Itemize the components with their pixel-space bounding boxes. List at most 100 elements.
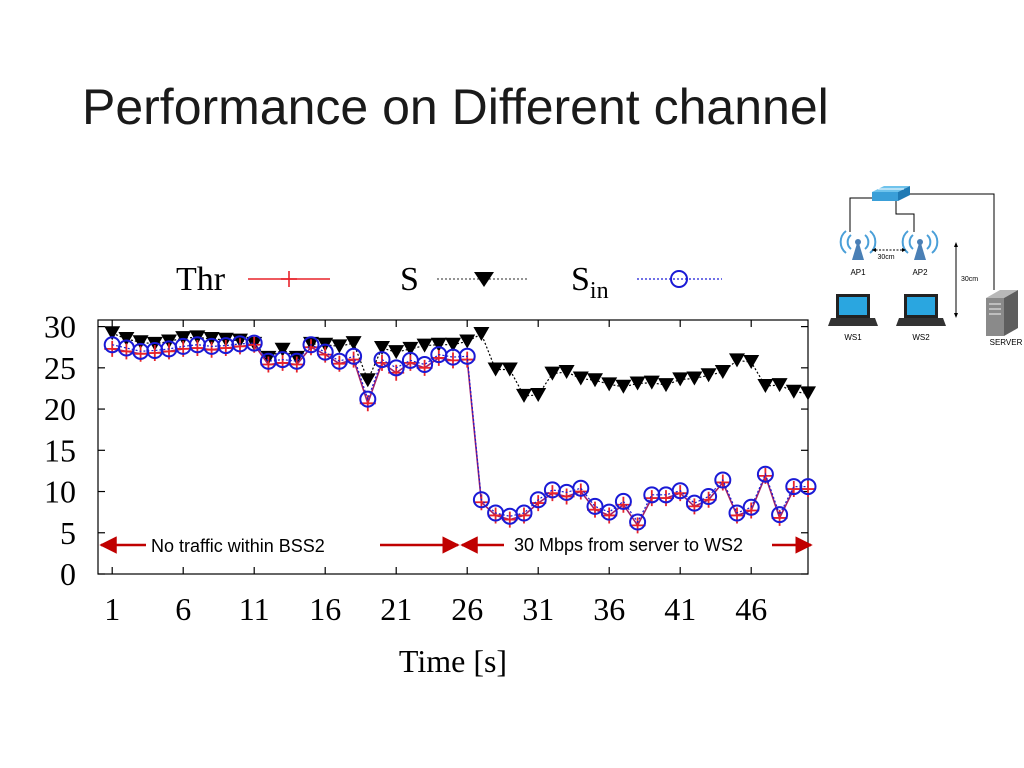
server-tower-icon bbox=[986, 290, 1018, 336]
point-sin bbox=[387, 359, 405, 377]
ws2-label: WS2 bbox=[912, 333, 930, 342]
x-axis: 1 6 11 16 21 26 31 36 41 46 bbox=[104, 320, 767, 627]
point-sin bbox=[472, 491, 490, 509]
point-thr bbox=[530, 495, 547, 512]
point-sin bbox=[771, 506, 789, 524]
topology-wires bbox=[849, 193, 995, 290]
point-thr bbox=[601, 507, 618, 524]
laptop-icon bbox=[896, 294, 946, 326]
point-s bbox=[459, 334, 476, 349]
legend-label-thr: Thr bbox=[176, 261, 226, 298]
x-tick-label: 11 bbox=[239, 591, 270, 627]
point-thr bbox=[189, 340, 206, 357]
y-tick-label: 0 bbox=[60, 556, 76, 592]
point-s bbox=[729, 353, 745, 368]
server-label: SERVER bbox=[990, 338, 1023, 347]
point-thr bbox=[274, 354, 291, 371]
point-s bbox=[388, 345, 405, 360]
point-sin bbox=[600, 503, 618, 521]
point-sin bbox=[245, 334, 263, 352]
ap1-label: AP1 bbox=[850, 268, 866, 277]
x-axis-label: Time [s] bbox=[399, 643, 507, 679]
annotation-no-traffic-text: No traffic within BSS2 bbox=[151, 536, 325, 556]
point-s bbox=[402, 341, 419, 356]
vertical-distance-label: 30cm bbox=[961, 276, 978, 283]
point-s bbox=[800, 386, 816, 401]
point-s bbox=[757, 378, 774, 393]
point-s bbox=[501, 362, 518, 377]
point-thr bbox=[430, 349, 447, 366]
point-s bbox=[104, 326, 121, 341]
point-sin bbox=[515, 504, 533, 522]
point-s bbox=[416, 338, 433, 353]
point-s bbox=[359, 373, 376, 388]
point-s bbox=[544, 366, 561, 381]
point-s bbox=[771, 378, 788, 393]
point-thr bbox=[572, 483, 589, 500]
point-thr bbox=[288, 356, 305, 373]
point-s bbox=[132, 335, 149, 350]
point-sin bbox=[359, 390, 377, 408]
point-thr bbox=[615, 496, 632, 513]
point-s bbox=[700, 368, 717, 383]
point-s bbox=[516, 388, 532, 403]
ap-distance-label: 30cm bbox=[877, 254, 894, 261]
point-sin bbox=[345, 347, 363, 365]
y-tick-label: 5 bbox=[60, 515, 76, 551]
laptop-icon bbox=[828, 294, 878, 326]
point-sin bbox=[458, 347, 476, 365]
x-tick-label: 21 bbox=[380, 591, 412, 627]
point-sin bbox=[614, 492, 632, 510]
point-sin bbox=[742, 498, 760, 516]
series-line-s bbox=[111, 332, 809, 397]
x-tick-label: 6 bbox=[175, 591, 191, 627]
legend-marker-thr bbox=[281, 271, 297, 287]
y-tick-label: 20 bbox=[44, 391, 76, 427]
point-sin bbox=[671, 482, 689, 500]
x-tick-label: 31 bbox=[522, 591, 554, 627]
point-s bbox=[643, 375, 660, 390]
point-thr bbox=[203, 341, 220, 358]
point-sin bbox=[416, 356, 434, 374]
point-s bbox=[530, 388, 547, 403]
annotation-no-traffic: No traffic within BSS2 bbox=[99, 536, 504, 556]
point-s bbox=[672, 372, 689, 387]
point-thr bbox=[643, 490, 660, 507]
point-s bbox=[629, 376, 646, 391]
point-s bbox=[430, 337, 447, 352]
point-s bbox=[658, 378, 674, 393]
point-s bbox=[686, 371, 703, 386]
point-s bbox=[743, 355, 760, 370]
plot-area bbox=[97, 319, 809, 575]
point-s bbox=[374, 341, 390, 356]
y-tick-label: 15 bbox=[44, 432, 76, 468]
point-thr bbox=[445, 352, 461, 369]
point-thr bbox=[587, 501, 603, 518]
point-thr bbox=[700, 491, 717, 508]
point-thr bbox=[118, 343, 135, 360]
point-sin bbox=[316, 343, 334, 361]
chart-legend: Thr S Sin bbox=[176, 261, 722, 304]
annotation-traffic-text: 30 Mbps from server to WS2 bbox=[514, 535, 744, 555]
wireless-ap-icon bbox=[901, 230, 939, 260]
network-switch-icon bbox=[872, 186, 910, 201]
point-s bbox=[487, 362, 504, 377]
network-topology-diagram: AP1 AP2 30cm 30cm WS1 WS2 SERVER bbox=[828, 186, 1023, 347]
x-tick-label: 41 bbox=[664, 591, 696, 627]
point-thr bbox=[771, 509, 788, 526]
ap2-label: AP2 bbox=[912, 268, 928, 277]
point-sin bbox=[529, 491, 547, 509]
y-tick-label: 25 bbox=[44, 350, 76, 386]
point-s bbox=[217, 332, 234, 347]
legend-label-s: S bbox=[400, 261, 419, 298]
point-s bbox=[785, 384, 802, 399]
point-thr bbox=[686, 498, 703, 515]
point-sin bbox=[302, 336, 320, 354]
point-thr bbox=[416, 359, 433, 376]
point-s bbox=[345, 336, 362, 351]
point-s bbox=[274, 342, 291, 357]
ws1-label: WS1 bbox=[844, 333, 862, 342]
x-tick-label: 26 bbox=[451, 591, 483, 627]
point-s bbox=[615, 379, 632, 394]
